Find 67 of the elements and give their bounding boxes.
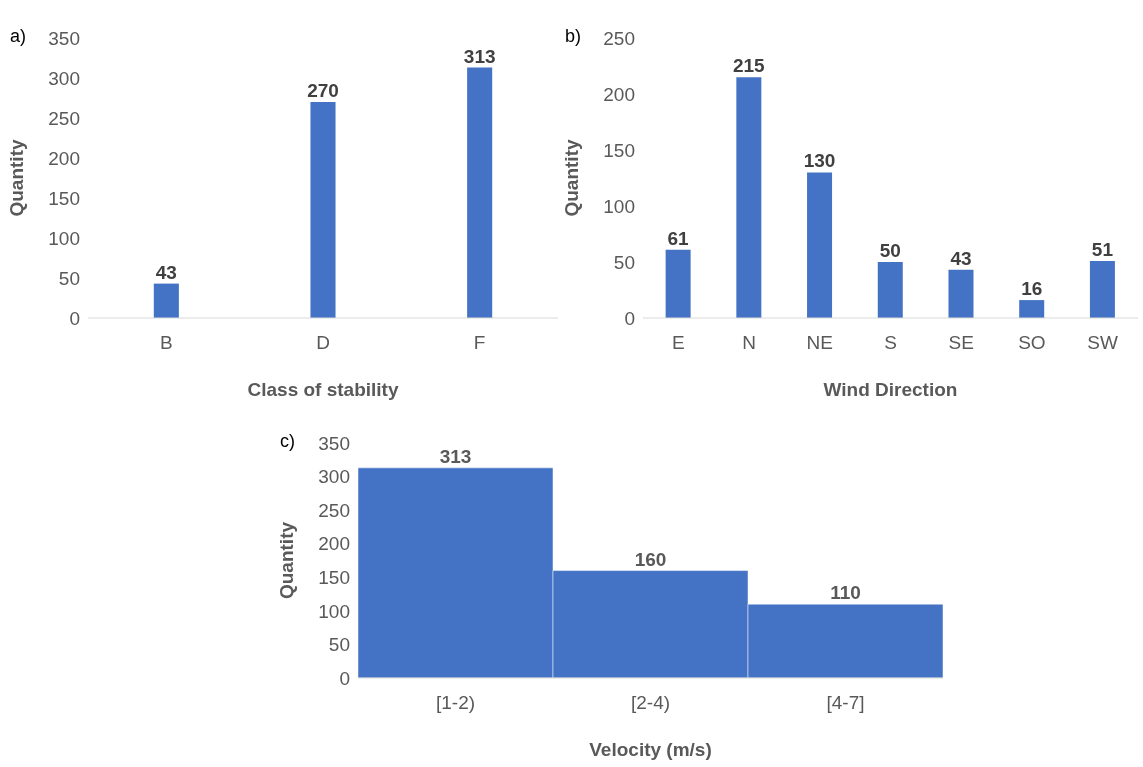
data-label: 61 [667, 227, 690, 249]
x-tick-label: E [672, 332, 685, 354]
y-axis-title: Quantity [560, 139, 582, 217]
bar [665, 249, 691, 318]
y-tick-label: 100 [603, 195, 635, 217]
x-tick-label: N [742, 332, 756, 354]
text: b) [565, 26, 582, 47]
y-tick-label: 350 [318, 432, 350, 454]
y-tick-label: 200 [318, 533, 350, 555]
y-axis-title: Quantity [5, 139, 27, 217]
data-label: 313 [463, 45, 496, 67]
x-tick-label: [1-2) [435, 692, 476, 714]
y-tick-label: 50 [58, 267, 80, 289]
x-tick-label: NE [806, 332, 833, 354]
bar [736, 77, 762, 318]
x-tick-label: [4-7] [826, 692, 865, 714]
x-tick-label: S [884, 332, 897, 354]
x-axis-title: Wind Direction [823, 379, 958, 400]
data-label: 43 [155, 261, 177, 283]
x-tick-label: [2-4) [630, 692, 671, 714]
data-label: 110 [830, 582, 861, 604]
y-tick-label: 0 [624, 307, 635, 329]
y-tick-label: 0 [69, 307, 80, 329]
data-label: 160 [634, 548, 667, 570]
x-tick-label: SW [1087, 332, 1119, 354]
y-tick-label: 50 [613, 251, 635, 273]
y-tick-label: 300 [318, 466, 350, 488]
y-tick-label: 0 [339, 667, 350, 689]
data-label: 270 [307, 80, 339, 101]
y-tick-label: 250 [48, 107, 80, 129]
data-label: 130 [803, 150, 836, 172]
bar [1019, 300, 1045, 318]
x-tick-label: B [159, 332, 173, 354]
bar [1089, 260, 1115, 318]
x-tick-label: SO [1018, 332, 1046, 354]
data-label: 51 [1091, 238, 1114, 260]
text: c) [280, 431, 295, 452]
bar [877, 262, 903, 318]
text: a) [10, 26, 27, 47]
y-tick-label: 200 [603, 83, 635, 105]
y-tick-label: 250 [603, 27, 635, 49]
y-tick-label: 150 [48, 187, 80, 209]
y-tick-label: 100 [48, 227, 80, 249]
y-tick-label: 100 [318, 600, 350, 622]
bar [467, 67, 493, 318]
x-tick-label: F [473, 332, 486, 354]
data-label: 215 [732, 55, 766, 77]
data-label: 43 [950, 247, 972, 269]
data-label: 313 [439, 445, 472, 467]
x-axis-title: Velocity (m/s) [589, 739, 712, 760]
x-tick-label: D [316, 332, 330, 354]
data-label: 16 [1021, 278, 1043, 300]
y-tick-label: 150 [603, 139, 635, 161]
data-label: 50 [879, 240, 901, 261]
bar [948, 269, 974, 318]
y-tick-label: 150 [318, 567, 350, 589]
y-tick-label: 350 [48, 27, 80, 49]
y-tick-label: 300 [48, 67, 80, 89]
y-tick-label: 250 [318, 499, 350, 521]
bar [310, 102, 336, 318]
x-axis-title: Class of stability [247, 379, 399, 400]
y-axis-title: Quantity [275, 521, 297, 600]
y-tick-label: 50 [328, 634, 350, 656]
bar [153, 283, 179, 318]
x-tick-label: SE [948, 332, 974, 354]
y-tick-label: 200 [48, 147, 80, 169]
bar [807, 172, 833, 318]
